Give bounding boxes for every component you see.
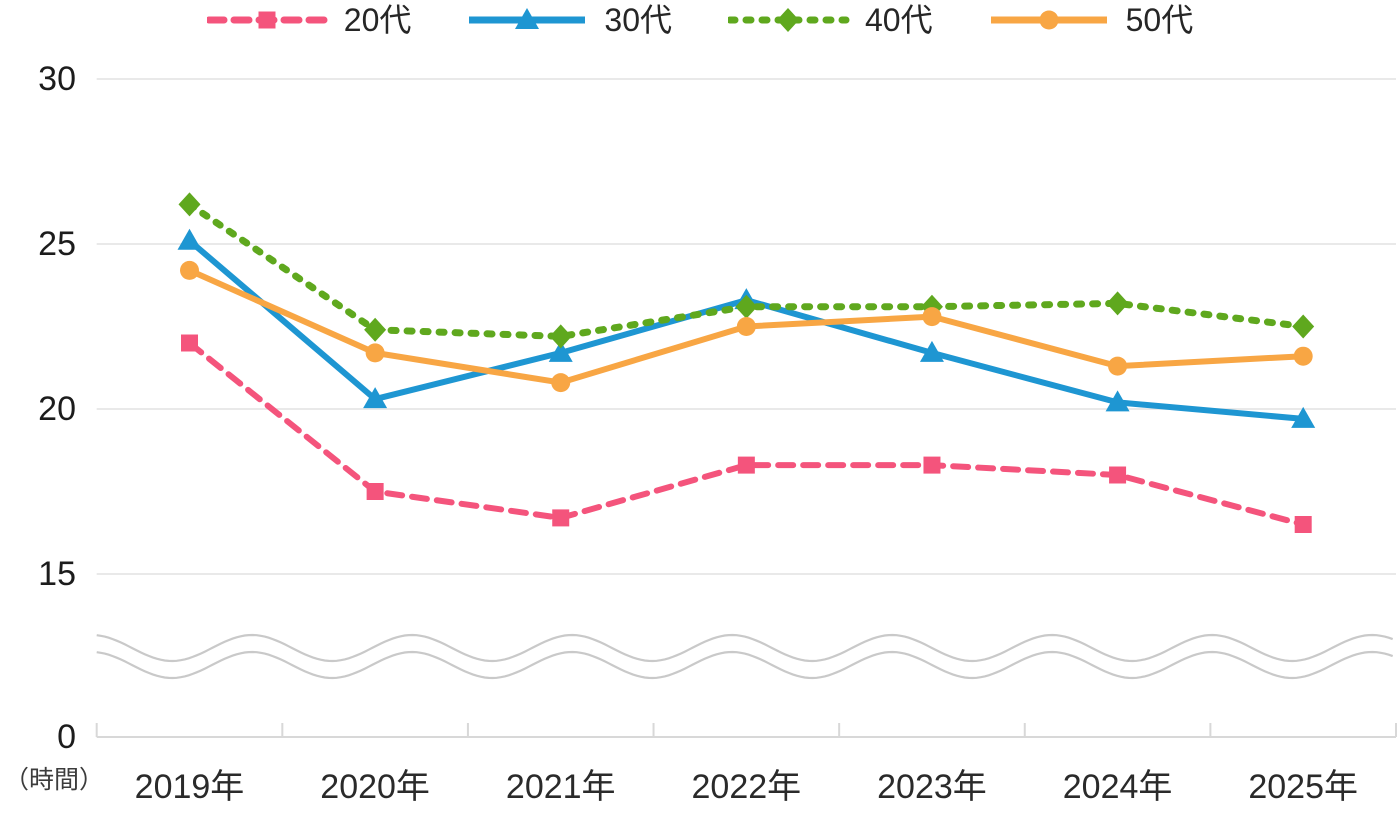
marker-circle-50代 xyxy=(551,373,571,393)
x-tick-label-0: 2019年 xyxy=(135,768,245,806)
marker-circle-50代 xyxy=(1108,356,1128,376)
x-tick-label-1: 2020年 xyxy=(320,768,430,806)
legend-item-30s: 30代 xyxy=(467,2,672,38)
legend-label-30s: 30代 xyxy=(604,2,672,38)
marker-square-20代-legend xyxy=(258,11,276,29)
series-50代 xyxy=(180,260,1313,393)
marker-triangle-30代 xyxy=(1291,406,1316,428)
legend-item-40s: 40代 xyxy=(728,2,933,38)
y-tick-label-30: 30 xyxy=(38,60,76,98)
marker-diamond-40代 xyxy=(364,317,387,342)
legend-item-20s: 20代 xyxy=(206,2,412,38)
marker-diamond-40代-legend xyxy=(777,8,799,32)
axis-break-wave-lower xyxy=(96,650,1394,680)
marker-square-20代 xyxy=(552,509,570,527)
series-40代 xyxy=(178,192,1315,349)
marker-triangle-30代 xyxy=(363,387,388,409)
x-tick-label-4: 2023年 xyxy=(877,768,987,806)
legend-label-20s: 20代 xyxy=(343,2,412,38)
axis-break-wave-upper xyxy=(96,633,1394,663)
marker-triangle-30代 xyxy=(1105,390,1130,412)
x-tick-label-2: 2021年 xyxy=(506,768,616,806)
marker-circle-50代 xyxy=(180,260,200,280)
marker-triangle-30代 xyxy=(177,228,202,250)
marker-diamond-40代 xyxy=(1292,314,1315,339)
legend-swatch-solid-circle-icon xyxy=(990,10,1107,30)
marker-triangle-30代 xyxy=(548,340,573,362)
marker-square-20代 xyxy=(1294,516,1312,533)
marker-diamond-40代 xyxy=(735,294,758,319)
marker-circle-50代 xyxy=(922,307,942,327)
x-tick-label-6: 2025年 xyxy=(1248,768,1358,806)
legend-swatch-solid-triangle-icon xyxy=(469,8,586,29)
marker-diamond-40代 xyxy=(549,324,572,349)
marker-square-20代 xyxy=(181,334,199,352)
marker-circle-50代 xyxy=(1293,346,1313,366)
y-tick-label-15: 15 xyxy=(38,555,76,593)
y-tick-label-25: 25 xyxy=(38,225,76,263)
legend-swatch-dotted-diamond-icon xyxy=(728,8,850,32)
x-tick-label-5: 2024年 xyxy=(1063,768,1173,806)
marker-square-20代 xyxy=(1109,466,1127,484)
marker-square-20代 xyxy=(366,483,384,500)
marker-square-20代 xyxy=(923,456,941,474)
marker-circle-50代 xyxy=(736,317,756,336)
marker-circle-50代 xyxy=(365,343,385,363)
chart-legend: 20代 30代 40代 50代 xyxy=(0,0,1400,40)
legend-label-40s: 40代 xyxy=(865,2,933,38)
marker-diamond-40代 xyxy=(178,192,201,217)
y-tick-label-20: 20 xyxy=(38,390,76,428)
series-20代 xyxy=(181,334,1312,533)
y-tick-label-0: 0 xyxy=(57,718,76,756)
marker-triangle-30代-legend xyxy=(515,8,540,29)
legend-swatch-dashed-square-icon xyxy=(206,11,329,29)
x-tick-label-3: 2022年 xyxy=(692,768,802,806)
marker-circle-50代-legend xyxy=(1039,10,1059,30)
series-line-20代 xyxy=(186,340,1307,528)
legend-item-50s: 50代 xyxy=(989,2,1194,38)
marker-square-20代 xyxy=(737,456,755,474)
marker-diamond-40代 xyxy=(1106,291,1129,316)
legend-label-50s: 50代 xyxy=(1125,2,1194,38)
y-axis-unit-label: （時間） xyxy=(4,766,104,794)
marker-triangle-30代 xyxy=(919,340,944,362)
